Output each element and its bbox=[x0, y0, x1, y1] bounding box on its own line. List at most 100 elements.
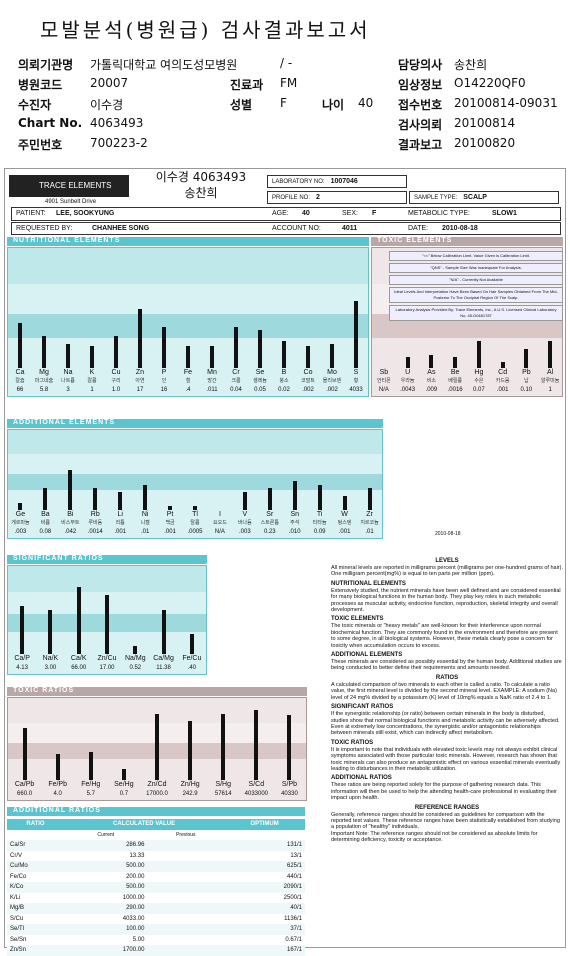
header-v1: 이수경 bbox=[90, 98, 124, 112]
element-value: 40330 bbox=[281, 791, 298, 797]
cell-v: 200.00 bbox=[126, 873, 145, 880]
sample-type: SAMPLE TYPE: SCALP bbox=[409, 191, 559, 204]
element-korean-name: 바륨 bbox=[40, 520, 50, 526]
cell-r: Se/Sn bbox=[10, 936, 27, 943]
cell-previous bbox=[147, 851, 224, 862]
element-symbol: S bbox=[353, 369, 359, 376]
chart-bar bbox=[188, 720, 193, 780]
header-l2: 진료과 bbox=[230, 78, 264, 92]
note-item: "<<" Below Calibration Limit. Value Give… bbox=[389, 251, 563, 261]
element-value: 66 bbox=[16, 387, 24, 393]
element-symbol: Se/Hg bbox=[114, 781, 134, 788]
element-value: .01 bbox=[365, 529, 374, 535]
element-value: 1 bbox=[90, 387, 94, 393]
cell-previous bbox=[147, 861, 224, 872]
element-symbol: Ca/Mg bbox=[153, 655, 174, 662]
element-symbol: Fe/Pb bbox=[48, 781, 67, 788]
element-value: 17000.0 bbox=[146, 791, 168, 797]
element-value: .001 bbox=[338, 529, 351, 535]
col-ratio: RATIO bbox=[7, 819, 64, 830]
chart-bar bbox=[330, 344, 334, 368]
toxic-ratios-heading: TOXIC RATIOS bbox=[331, 739, 374, 746]
element-korean-name: 백금 bbox=[165, 520, 175, 526]
cell-o: 1136/1 bbox=[284, 915, 302, 922]
element-korean-name: 텅스텐 bbox=[337, 520, 352, 526]
toxic-heading: TOXIC ELEMENTS bbox=[331, 616, 384, 623]
chart-bar bbox=[114, 335, 118, 368]
cell-o: 37/1 bbox=[290, 926, 302, 933]
chart-bar bbox=[258, 330, 262, 368]
element-symbol: Ca bbox=[15, 369, 25, 376]
table-row: K/Co 500.00 2090/1 bbox=[7, 882, 305, 893]
element-symbol: Al bbox=[547, 369, 554, 376]
element-korean-name: 탈륨 bbox=[190, 520, 200, 526]
chart-bar bbox=[317, 484, 322, 510]
range-band bbox=[8, 314, 368, 338]
chart-bar bbox=[193, 506, 197, 510]
element-korean-name: 지르코늄 bbox=[360, 520, 379, 526]
element-value: 660.0 bbox=[17, 791, 33, 797]
element-korean-name: 코발트 bbox=[301, 378, 315, 384]
header-v1: 가톨릭대학교 여의도성모병원 bbox=[90, 58, 238, 72]
cell-r: Se/Tl bbox=[10, 926, 25, 933]
element-korean-name: 칼륨 bbox=[87, 378, 97, 384]
range-band bbox=[372, 338, 562, 368]
element-symbol: Sb bbox=[379, 369, 389, 376]
table-row: Se/Sn 5.00 0.67/1 bbox=[7, 934, 305, 946]
element-symbol: Sr bbox=[266, 511, 274, 518]
element-korean-name: 비스무트 bbox=[61, 520, 80, 526]
element-value: 17 bbox=[136, 387, 144, 393]
element-korean-name: 마그네슘 bbox=[34, 378, 54, 384]
chart-bar bbox=[186, 346, 190, 368]
cell-v: 500.00 bbox=[126, 884, 145, 891]
cell-previous bbox=[147, 945, 224, 956]
header-l1: 수진자 bbox=[18, 98, 52, 112]
additional-title: ADDITIONAL ELEMENTS bbox=[7, 419, 383, 428]
header-l3: 검사의뢰 bbox=[398, 118, 443, 132]
additional-chart: Ge 게르마늄 .003 Ba 바륨 0.08 Bi 비스무트 .042 Rb 루비듐 .0014 Li… bbox=[7, 429, 383, 539]
element-korean-name: 비소 bbox=[426, 378, 436, 384]
header-v1: 700223-2 bbox=[90, 136, 148, 150]
element-value: .40 bbox=[187, 665, 197, 671]
chart-bar bbox=[242, 492, 247, 510]
cell-r: Mg/B bbox=[10, 905, 25, 912]
chart-bar bbox=[20, 606, 25, 654]
element-korean-name: 망간 bbox=[207, 378, 217, 384]
header-row: 수진자 이수경 성별 F 나이 40 접수번호 20100814-09031 bbox=[18, 96, 558, 116]
chart-bar bbox=[189, 634, 194, 654]
table-row: K/Li 1000.00 2500/1 bbox=[7, 892, 305, 903]
header-v1: 20007 bbox=[90, 76, 129, 90]
chart-bar bbox=[90, 346, 94, 368]
element-value: 0.08 bbox=[39, 529, 52, 535]
toxic-ratios-title: TOXIC RATIOS bbox=[7, 687, 307, 696]
element-value: .01 bbox=[140, 529, 150, 535]
element-symbol: Mn bbox=[207, 369, 217, 376]
patient-header: 의뢰기관명 가톨릭대학교 여의도성모병원 / - 담당의사 송찬희 병원코드 20007 진료… bbox=[18, 56, 558, 156]
reference-note: Important Note: The reference ranges sho… bbox=[331, 830, 538, 844]
chart-bar bbox=[354, 301, 358, 368]
element-value: .003 bbox=[239, 529, 251, 535]
element-korean-name: 붕소 bbox=[279, 378, 289, 384]
element-symbol: Se bbox=[255, 369, 265, 376]
cell-v: 1700.00 bbox=[122, 947, 145, 954]
range-band bbox=[8, 474, 382, 490]
element-value: 4.0 bbox=[53, 791, 62, 797]
element-symbol: Ca/K bbox=[70, 655, 87, 662]
element-value: .0014 bbox=[87, 529, 103, 535]
trace-elements-logo: TRACE ELEMENTS bbox=[9, 175, 129, 197]
chart-bar bbox=[76, 586, 81, 654]
element-symbol: Cr bbox=[232, 369, 240, 376]
element-korean-name: 철 bbox=[185, 378, 191, 384]
element-korean-name: 바나듐 bbox=[237, 520, 252, 526]
cell-previous bbox=[147, 935, 224, 946]
cell-v: 290.00 bbox=[126, 905, 145, 912]
cell-v: 13.33 bbox=[129, 852, 145, 859]
element-symbol: Cu bbox=[111, 369, 121, 376]
table-row: Ca/Sr 286.96 131/1 bbox=[7, 840, 305, 851]
chart-bar bbox=[18, 322, 22, 368]
element-value: .011 bbox=[206, 387, 218, 393]
header-l2b: 나이 bbox=[322, 98, 345, 112]
toxic-title: TOXIC ELEMENTS bbox=[371, 237, 563, 246]
col-calculated: CALCULATED VALUE bbox=[64, 819, 225, 830]
element-symbol: Co bbox=[303, 369, 313, 376]
